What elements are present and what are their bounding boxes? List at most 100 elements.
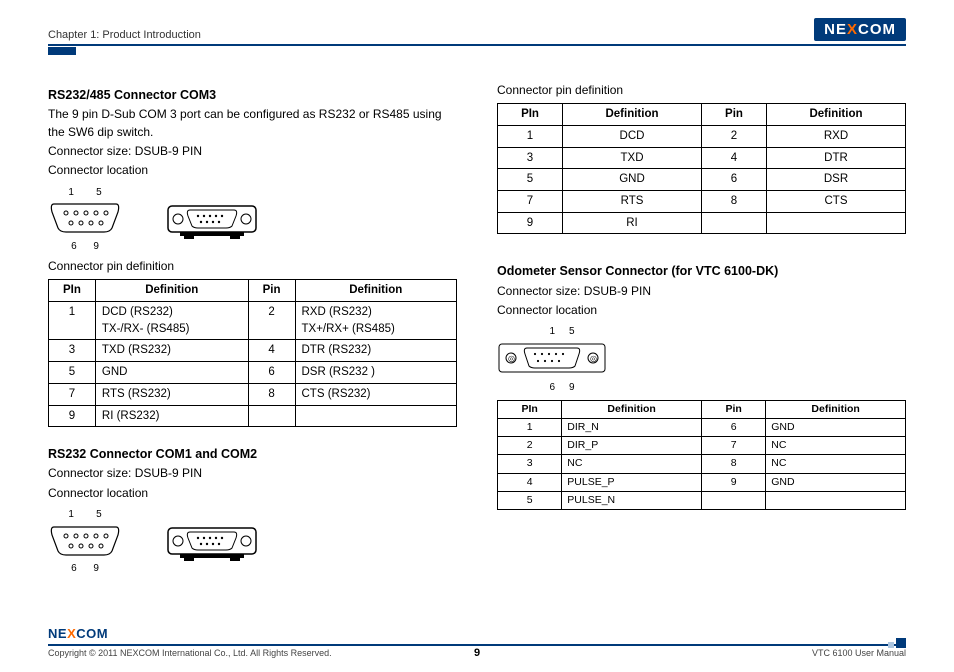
table-row: 7RTS (RS232)8CTS (RS232) [49,383,457,405]
table-cell: GND [95,362,248,384]
table-row: 1DCD (RS232)TX-/RX- (RS485)2RXD (RS232)T… [49,302,457,340]
pin-label: 6 [71,563,77,574]
com12-title: RS232 Connector COM1 and COM2 [48,445,457,463]
table-cell: RTS [563,191,702,213]
com3-pindef-label: Connector pin definition [48,258,457,275]
com12-size: Connector size: DSUB-9 PIN [48,465,457,482]
table-cell: DSR (RS232 ) [295,362,457,384]
table-cell: GND [766,418,906,436]
table-cell: 2 [701,126,766,148]
th: Definition [766,400,906,418]
table-cell: DIR_P [562,437,702,455]
com12-tbody: 1DCD2RXD3TXD4DTR5GND6DSR7RTS8CTS9RI [498,126,906,234]
pin-label-6: 6 [71,241,77,252]
table-cell: 5 [49,362,96,384]
com3-size: Connector size: DSUB-9 PIN [48,143,457,160]
com3-pin-table: PInDefinitionPinDefinition 1DCD (RS232)T… [48,279,457,427]
table-cell: 4 [248,340,295,362]
table-row: 5PULSE_N [498,491,906,509]
table-cell: 7 [498,191,563,213]
odometer-diagram: 1 5 ◎ ◎ 6 9 [497,325,906,395]
table-row: 3NC8NC [498,455,906,473]
table-cell: 2 [248,302,295,340]
com12-diagrams: 1 5 6 9 [48,508,457,576]
table-row: 7RTS8CTS [498,191,906,213]
table-cell: 6 [701,418,765,436]
table-cell: 8 [701,455,765,473]
logo-part-1: NE [824,21,847,38]
table-row: 9RI (RS232) [49,405,457,427]
table-cell: 1 [498,418,562,436]
table-cell: 9 [49,405,96,427]
db9-odometer-diagram: 1 5 ◎ ◎ 6 9 [497,325,607,395]
table-cell: TXD (RS232) [95,340,248,362]
table-cell: 9 [701,473,765,491]
table-row: 3TXD (RS232)4DTR (RS232) [49,340,457,362]
footer: NEXCOM Copyright © 2011 NEXCOM Internati… [48,626,906,658]
th: Pin [701,400,765,418]
table-cell: RI [563,212,702,234]
svg-text:◎: ◎ [508,354,515,363]
odometer-tbody: 1DIR_N6GND2DIR_P7NC3NC8NC4PULSE_P9GND5PU… [498,418,906,509]
table-cell: 8 [701,191,766,213]
left-column: RS232/485 Connector COM3 The 9 pin D-Sub… [48,80,457,580]
pin-label: 5 [96,509,102,520]
com12-pin-table: PInDefinitionPinDefinition 1DCD2RXD3TXD4… [497,103,906,234]
db9-female-icon [48,523,122,557]
table-row: 5GND6DSR [498,169,906,191]
footer-logo: NEXCOM [48,626,906,641]
table-row: 3TXD4DTR [498,147,906,169]
odometer-loc: Connector location [497,302,906,319]
table-cell: NC [766,437,906,455]
table-row: 1DCD2RXD [498,126,906,148]
logo-top: NEXCOM [814,18,906,41]
copyright-text: Copyright © 2011 NEXCOM International Co… [48,648,332,658]
pin-label: 5 [569,326,575,337]
svg-text:◎: ◎ [590,354,597,363]
com3-desc: The 9 pin D-Sub COM 3 port can be config… [48,106,457,141]
table-cell: 5 [498,491,562,509]
odometer-title: Odometer Sensor Connector (for VTC 6100-… [497,262,906,280]
table-cell [767,212,906,234]
th: PIn [498,400,562,418]
th: Definition [295,280,457,302]
table-row: 4PULSE_P9GND [498,473,906,491]
com3-loc: Connector location [48,162,457,179]
db9-port-icon [162,522,262,562]
table-cell: NC [766,455,906,473]
table-cell [766,491,906,509]
table-cell: 6 [248,362,295,384]
db9-odometer-icon: ◎ ◎ [497,340,607,376]
table-cell: 6 [701,169,766,191]
table-cell: 3 [49,340,96,362]
logo-x-icon: X [847,21,858,38]
table-row: 2DIR_P7NC [498,437,906,455]
db9-port-icon [162,200,262,240]
table-cell: 4 [498,473,562,491]
pin-label-5: 5 [96,187,102,198]
pin-label-9: 9 [93,241,99,252]
footer-divider [48,644,906,646]
page-number: 9 [474,647,480,659]
table-cell: DTR [767,147,906,169]
table-cell: 7 [701,437,765,455]
table-cell: RXD (RS232)TX+/RX+ (RS485) [295,302,457,340]
table-cell: DCD [563,126,702,148]
top-divider [48,44,906,46]
table-cell: 2 [498,437,562,455]
db9-female-icon [48,200,122,234]
chapter-title: Chapter 1: Product Introduction [48,29,201,41]
th: Definition [563,104,702,126]
table-cell: RXD [767,126,906,148]
th: Definition [767,104,906,126]
com3-tbody: 1DCD (RS232)TX-/RX- (RS485)2RXD (RS232)T… [49,302,457,427]
table-cell: 7 [49,383,96,405]
table-cell: 3 [498,455,562,473]
odometer-size: Connector size: DSUB-9 PIN [497,283,906,300]
odometer-pin-table: PInDefinitionPinDefinition 1DIR_N6GND2DI… [497,400,906,510]
com12-pindef-label: Connector pin definition [497,82,906,99]
table-cell: NC [562,455,702,473]
table-cell [295,405,457,427]
table-cell: 1 [49,302,96,340]
table-cell: CTS (RS232) [295,383,457,405]
